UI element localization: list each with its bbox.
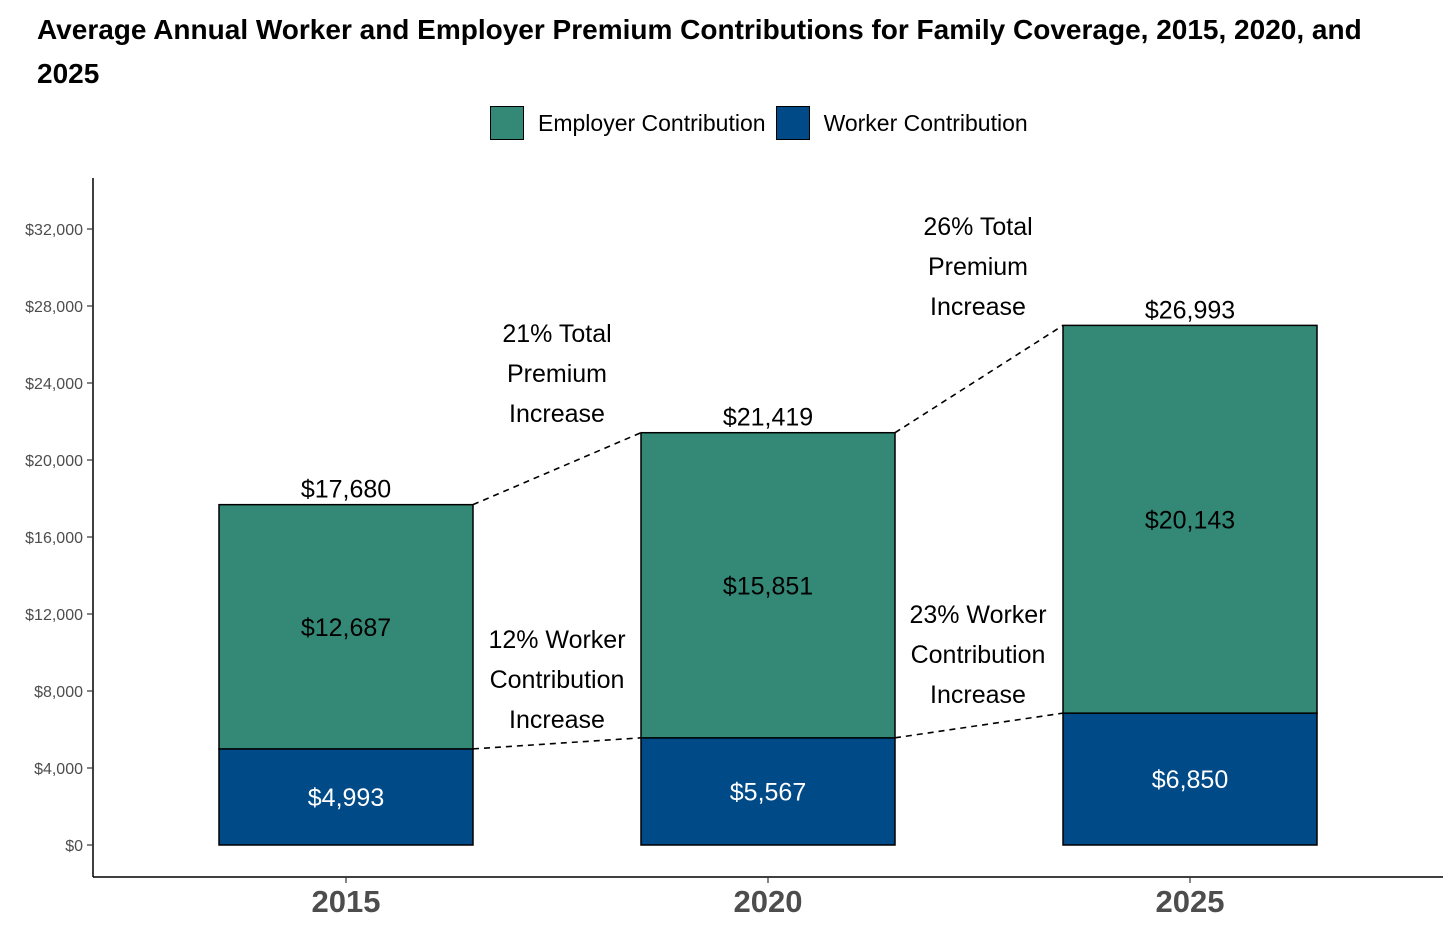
bar-employer-2020 [640, 431, 896, 739]
annotation-worker-increase-2015-2020-line: 12% Worker [488, 626, 625, 654]
legend-swatch-worker [775, 106, 810, 140]
bar-worker-2015 [218, 748, 474, 846]
bar-worker-2020 [640, 737, 896, 846]
bar-worker-2025 [1062, 712, 1318, 846]
data-label-total: $21,419 [723, 404, 813, 432]
y-tick-label: $16,000 [25, 530, 83, 547]
y-tick-label: $4,000 [34, 761, 83, 778]
annotation-total-increase-2020-2025-line: 26% Total [923, 213, 1032, 241]
x-tick-label: 2015 [312, 884, 381, 919]
y-tick-label: $8,000 [34, 684, 83, 701]
annotation-worker-increase-2020-2025-line: Contribution [911, 641, 1046, 669]
data-label-employer: $12,687 [301, 614, 391, 642]
legend-label-employer: Employer Contribution [538, 109, 766, 136]
chart-title: Average Annual Worker and Employer Premi… [37, 14, 1362, 89]
annotation-worker-increase-2020-2025-line: Increase [930, 681, 1026, 709]
y-tick-label: $28,000 [25, 299, 83, 316]
annotation-total-increase-2015-2020-line: Premium [507, 360, 607, 388]
bar-employer-2025 [1062, 324, 1318, 714]
data-label-total: $26,993 [1145, 296, 1235, 324]
annotation-total-increase-2020-2025-line: Increase [930, 293, 1026, 321]
connector-total [472, 431, 642, 506]
data-label-employer: $15,851 [723, 572, 813, 600]
annotation-total-increase-2015-2020-line: 21% Total [502, 320, 611, 348]
y-tick-label: $12,000 [25, 607, 83, 624]
annotation-worker-increase-2020-2025-line: 23% Worker [909, 601, 1046, 629]
y-tick-label: $32,000 [25, 222, 83, 239]
y-tick-label: $0 [65, 838, 83, 855]
data-label-worker: $6,850 [1152, 766, 1228, 794]
connector-worker [472, 737, 642, 750]
data-label-total: $17,680 [301, 476, 391, 504]
connector-worker [894, 712, 1064, 739]
y-tick-label: $24,000 [25, 376, 83, 393]
data-label-worker: $5,567 [730, 778, 806, 806]
data-label-worker: $4,993 [308, 784, 384, 812]
connector-total [894, 324, 1064, 434]
x-tick-label: 2020 [734, 884, 803, 919]
y-tick-label: $20,000 [25, 453, 83, 470]
legend-item-worker: Worker Contribution [775, 106, 1028, 140]
legend-swatch-employer [490, 106, 524, 140]
annotation-worker-increase-2015-2020-line: Increase [509, 706, 605, 734]
legend: Employer Contribution Worker Contributio… [490, 105, 1038, 141]
annotation-total-increase-2015-2020-line: Increase [509, 400, 605, 428]
bar-employer-2015 [218, 503, 474, 750]
data-label-employer: $20,143 [1145, 506, 1235, 534]
annotation-worker-increase-2015-2020-line: Contribution [490, 666, 625, 694]
x-tick-label: 2025 [1156, 884, 1225, 919]
legend-label-worker: Worker Contribution [823, 109, 1028, 136]
legend-item-employer: Employer Contribution [490, 106, 766, 140]
annotation-total-increase-2020-2025-line: Premium [928, 253, 1028, 281]
